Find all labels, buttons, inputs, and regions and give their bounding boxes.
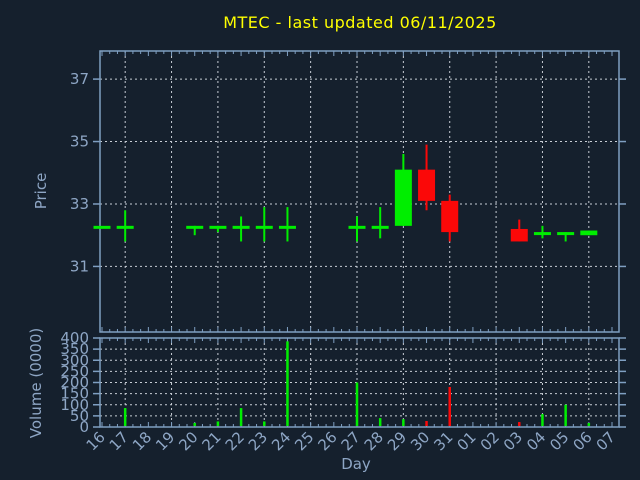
candle-body-down [510, 228, 528, 242]
candle-body-up [186, 225, 204, 229]
candle-body-up [533, 232, 551, 236]
candle-body-up [255, 225, 273, 229]
day-tick-label: 07 [593, 428, 619, 454]
day-axis-label: Day [341, 455, 371, 473]
volume-tick-label: 250 [60, 362, 89, 380]
price-tick-label: 35 [70, 133, 89, 151]
volume-tick-label: 100 [60, 396, 89, 414]
candle-body-down [441, 200, 459, 233]
volume-tick-label: 350 [60, 340, 89, 358]
candle-body-up [93, 225, 111, 229]
price-tick-label: 37 [70, 70, 89, 88]
candle-body-up [209, 225, 227, 229]
volume-tick-label: 300 [60, 351, 89, 369]
volume-tick-label: 150 [60, 385, 89, 403]
volume-tick-label: 200 [60, 374, 89, 392]
candle-body-up [116, 225, 134, 229]
candle-body-up [278, 225, 296, 229]
volume-tick-label: 50 [70, 407, 89, 425]
price-plot-border [99, 50, 620, 333]
price-tick-label: 31 [70, 257, 89, 275]
candle-body-up [348, 225, 366, 229]
candle-body-up [557, 232, 575, 236]
candle-body-up [371, 225, 389, 229]
volume-tick-label: 400 [60, 329, 89, 347]
candle-body-down [418, 169, 436, 201]
chart-title: MTEC - last updated 06/11/2025 [223, 13, 497, 32]
candle-body-up [394, 169, 412, 226]
candle-body-up [580, 230, 598, 236]
candle-body-up [232, 225, 250, 229]
volume-tick-label: 0 [79, 418, 89, 436]
price-tick-label: 33 [70, 195, 89, 213]
